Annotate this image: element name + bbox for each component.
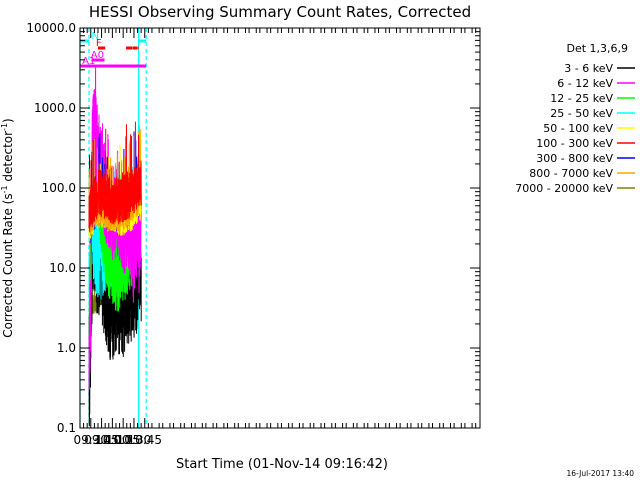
legend-label: 50 - 100 keV <box>543 122 613 135</box>
x-axis-label: Start Time (01-Nov-14 09:16:42) <box>176 457 388 472</box>
flag-label: A0 <box>91 50 104 61</box>
series-trace <box>88 121 142 232</box>
legend-title: Det 1,3,6,9 <box>566 42 628 55</box>
legend-label: 100 - 300 keV <box>536 137 613 150</box>
x-tick-label: 10:30 <box>117 433 152 447</box>
chart-title: HESSI Observing Summary Count Rates, Cor… <box>89 3 471 21</box>
y-axis-ticks: 0.1 1.0 10.0 100.0 1000.0 10000.0 <box>26 21 480 435</box>
x-tick-label: 09:45 <box>84 433 119 447</box>
y-tick-label: 0.1 <box>57 421 76 435</box>
flag-label: A1 <box>82 56 95 67</box>
footer-timestamp: 16-Jul-2017 13:40 <box>566 469 634 478</box>
legend-label: 6 - 12 keV <box>557 77 613 90</box>
x-tick-label: 09:30 <box>73 433 108 447</box>
legend-label: 7000 - 20000 keV <box>515 182 613 195</box>
series-trace <box>88 67 142 390</box>
flag-point <box>99 58 103 62</box>
legend-label: 800 - 7000 keV <box>529 167 613 180</box>
y-tick-label: 100.0 <box>42 181 76 195</box>
y-tick-label: 10000.0 <box>26 21 76 35</box>
legend-label: 12 - 25 keV <box>550 92 613 105</box>
x-tick-label: 10:15 <box>106 433 141 447</box>
legend-label: 3 - 6 keV <box>564 62 613 75</box>
y-tick-label: 1000.0 <box>34 101 76 115</box>
y-tick-label: 1.0 <box>57 341 76 355</box>
legend-label: 300 - 800 keV <box>536 152 613 165</box>
y-axis-label: Corrected Count Rate (s-1 detector-1) <box>0 118 15 337</box>
series-layer <box>88 67 142 427</box>
x-tick-label: 10:00 <box>95 433 130 447</box>
flag-point <box>91 58 95 62</box>
x-tick-label: 10:45 <box>127 433 162 447</box>
flag-point <box>96 58 100 62</box>
legend: Det 1,3,6,9 3 - 6 keV 6 - 12 keV 12 - 25 k… <box>515 42 635 195</box>
flag-point <box>101 58 105 62</box>
y-tick-label: 10.0 <box>49 261 76 275</box>
plot-frame <box>79 27 481 429</box>
flag-label: N <box>92 31 99 42</box>
flag-point <box>93 58 97 62</box>
legend-label: 25 - 50 keV <box>550 107 613 120</box>
flag-label: F <box>96 38 102 49</box>
